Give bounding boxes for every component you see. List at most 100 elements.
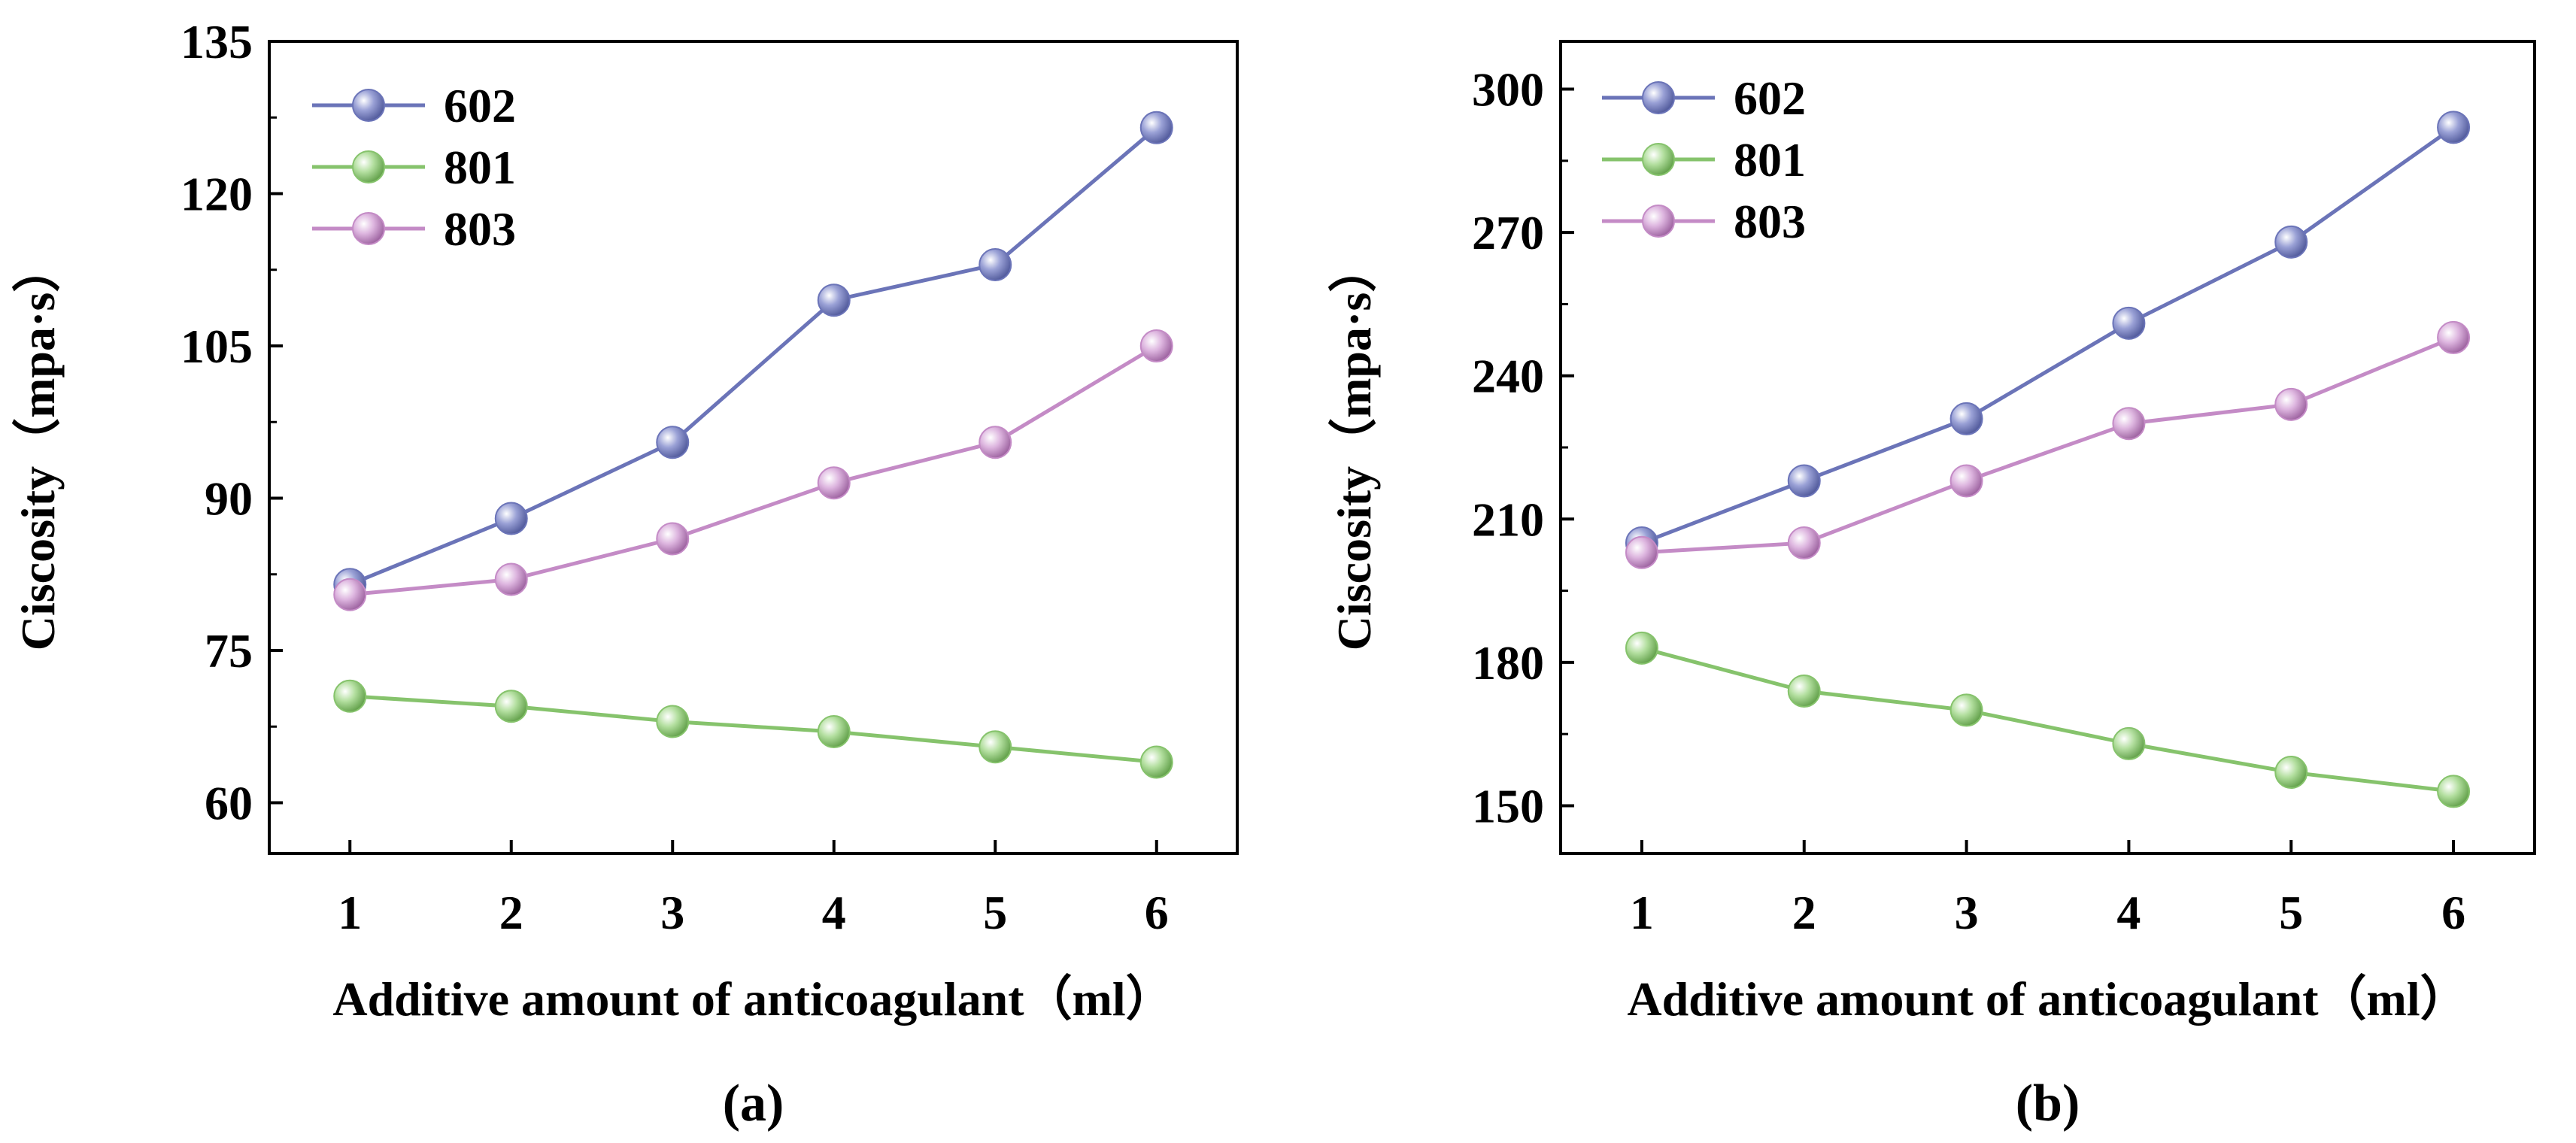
data-point (1139, 745, 1173, 779)
panel-label: (b) (2016, 1075, 2080, 1132)
data-point (1949, 464, 1983, 498)
x-tick-label: 5 (983, 886, 1007, 939)
series-803 (333, 329, 1173, 611)
legend-item-801: 801 (1602, 133, 1806, 186)
data-point (2112, 306, 2146, 340)
y-tick-label: 120 (181, 168, 253, 221)
y-tick-label: 150 (1472, 779, 1544, 832)
legend-label: 801 (444, 141, 516, 194)
data-point (979, 730, 1012, 764)
y-axis: 60 75 90 105 120 135 (181, 15, 283, 830)
x-tick-label: 6 (2441, 886, 2465, 939)
y-tick-label: 60 (205, 777, 253, 830)
legend-marker (352, 150, 385, 183)
legend-marker (1642, 81, 1675, 114)
x-tick-label: 3 (660, 886, 684, 939)
legend-label: 602 (444, 79, 516, 132)
series-line (349, 126, 1158, 587)
series-line (1641, 646, 2454, 793)
panel-label: (a) (723, 1075, 784, 1132)
x-tick-label: 2 (1792, 886, 1816, 939)
x-tick-label: 6 (1145, 886, 1169, 939)
series-801 (1625, 631, 2471, 808)
data-point (817, 283, 851, 317)
x-tick-label: 1 (1630, 886, 1654, 939)
legend-label: 803 (444, 202, 516, 256)
data-point (817, 715, 851, 748)
series-line (1641, 335, 2455, 555)
y-tick-label: 75 (205, 624, 253, 678)
data-point (1625, 631, 1658, 665)
series-801 (333, 679, 1173, 779)
data-point (1139, 111, 1173, 144)
legend-marker (1642, 143, 1675, 176)
series-803 (1625, 320, 2471, 569)
data-point (2274, 756, 2308, 789)
legend-item-803: 803 (312, 202, 516, 256)
x-tick-label: 4 (822, 886, 846, 939)
series-line (350, 694, 1157, 764)
data-point (817, 466, 851, 500)
data-point (2112, 726, 2146, 760)
data-point (2274, 387, 2308, 421)
x-tick-label: 5 (2279, 886, 2303, 939)
legend-label: 803 (1734, 195, 1806, 248)
chart-panel-a: 60 75 90 105 120 135 1 2 3 4 5 6 Additive amount of … (11, 15, 1239, 1132)
legend-marker (352, 212, 385, 245)
legend-item-602: 602 (312, 79, 516, 132)
data-point (2274, 225, 2308, 259)
series-line (350, 344, 1158, 597)
data-point (2437, 320, 2471, 354)
x-tick-label: 4 (2116, 886, 2141, 939)
data-point (494, 690, 528, 723)
data-point (1787, 464, 1821, 498)
chart-panel-b: 150 180 210 240 270 300 1 2 3 4 5 6 Additive amount … (1327, 40, 2536, 1132)
x-tick-label: 1 (338, 886, 362, 939)
legend-label: 801 (1734, 133, 1806, 186)
legend-marker (1642, 205, 1675, 238)
data-point (656, 426, 690, 459)
data-point (333, 578, 367, 611)
legend-item-801: 801 (312, 141, 516, 194)
data-point (1949, 402, 1983, 435)
y-tick-label: 90 (205, 472, 253, 526)
y-tick-label: 300 (1472, 63, 1544, 117)
y-tick-label: 210 (1472, 493, 1544, 546)
y-tick-label: 270 (1472, 206, 1544, 259)
data-point (1625, 535, 1658, 569)
legend-item-602: 602 (1602, 71, 1806, 125)
x-axis-title: Additive amount of anticoagulant（ml） (332, 972, 1173, 1026)
y-tick-label: 105 (181, 320, 253, 373)
data-point (1139, 329, 1173, 362)
data-point (333, 679, 367, 713)
data-point (1949, 693, 1983, 727)
data-point (656, 522, 690, 556)
y-axis: 150 180 210 240 270 300 (1472, 63, 1574, 832)
data-point (979, 426, 1012, 459)
y-tick-label: 135 (181, 15, 253, 68)
x-tick-label: 3 (1955, 886, 1979, 939)
data-point (2112, 407, 2146, 441)
data-point (2437, 775, 2471, 808)
y-axis-title: Ciscosity（mpa·s） (1327, 244, 1381, 650)
data-point (656, 705, 690, 738)
data-point (1787, 675, 1821, 708)
plot-frame (1559, 40, 2536, 855)
x-tick-label: 2 (499, 886, 523, 939)
data-point (2437, 111, 2471, 144)
x-axis: 1 2 3 4 5 6 (338, 840, 1169, 939)
data-point (979, 248, 1012, 281)
legend-item-803: 803 (1602, 195, 1806, 248)
series-line (1641, 126, 2455, 545)
data-point (494, 562, 528, 596)
x-axis-title: Additive amount of anticoagulant（ml） (1627, 972, 2468, 1026)
data-point (494, 502, 528, 535)
plot-frame (268, 40, 1239, 855)
y-tick-label: 240 (1472, 350, 1544, 403)
y-axis-title: Ciscosity（mpa·s） (11, 244, 65, 650)
data-point (1787, 526, 1821, 560)
legend-label: 602 (1734, 71, 1806, 125)
legend-marker (352, 89, 385, 122)
y-tick-label: 180 (1472, 636, 1544, 690)
